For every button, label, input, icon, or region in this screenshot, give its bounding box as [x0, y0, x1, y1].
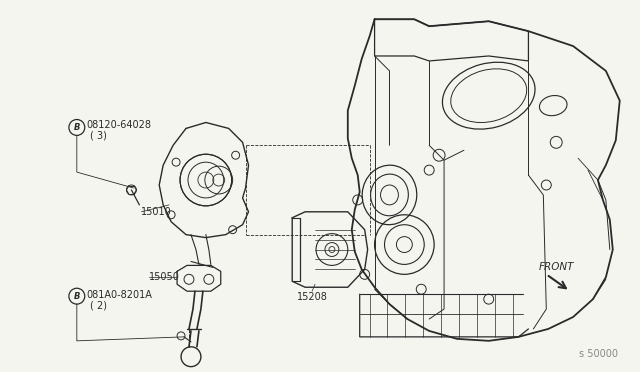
Text: FRONT: FRONT: [538, 262, 574, 272]
Circle shape: [180, 154, 232, 206]
Text: 15208: 15208: [296, 292, 328, 302]
Text: B: B: [74, 292, 80, 301]
Text: 08120-64028: 08120-64028: [87, 121, 152, 131]
Text: 15010: 15010: [141, 207, 172, 217]
Text: ( 2): ( 2): [90, 300, 107, 310]
Text: ( 3): ( 3): [90, 130, 107, 140]
Text: B: B: [74, 123, 80, 132]
Text: s 50000: s 50000: [579, 349, 618, 359]
Text: 15050: 15050: [149, 272, 180, 282]
Text: 081A0-8201A: 081A0-8201A: [87, 290, 152, 300]
